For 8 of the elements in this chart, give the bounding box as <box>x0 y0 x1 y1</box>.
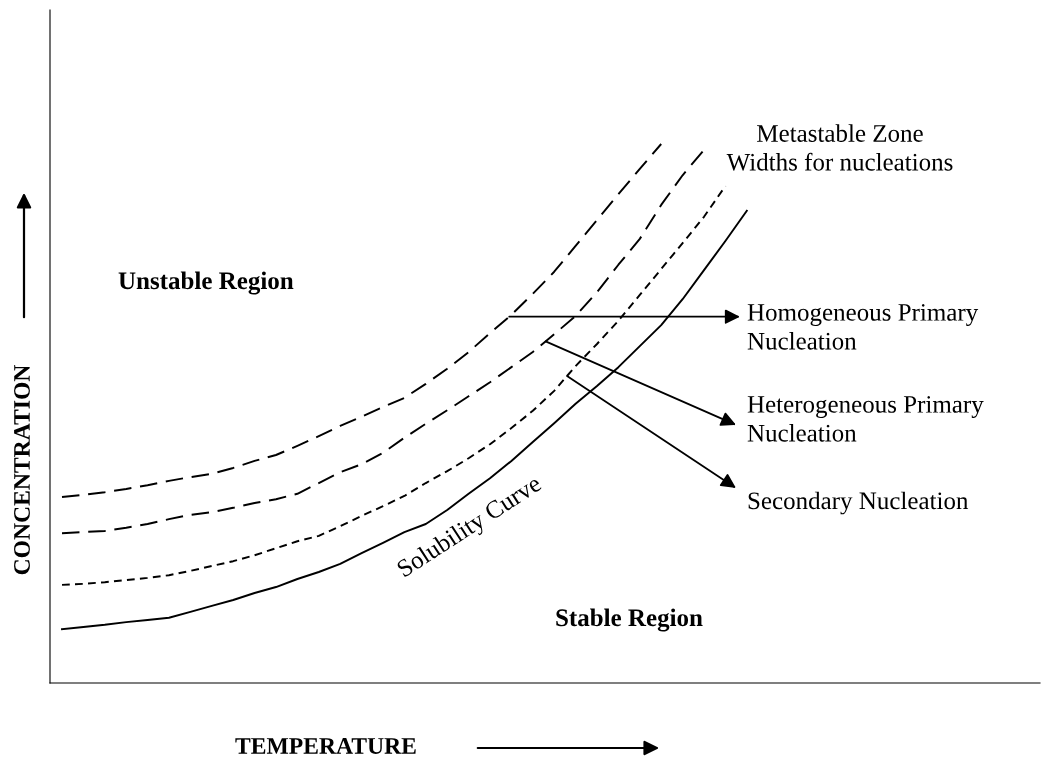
y-axis-title: CONCENTRATION <box>14 364 30 575</box>
annotation: Metastable Zone Widths for nucleations <box>726 124 953 171</box>
x-axis-title: TEMPERATURE <box>235 738 416 754</box>
annotation: Homogeneous Primary Nucleation <box>747 304 979 350</box>
annotation: Stable Region <box>556 608 703 632</box>
annotation: Heterogeneous Primary Nucleation <box>747 396 984 442</box>
annotation: Unstable Region <box>118 271 294 295</box>
annotation: Secondary Nucleation <box>748 491 969 515</box>
